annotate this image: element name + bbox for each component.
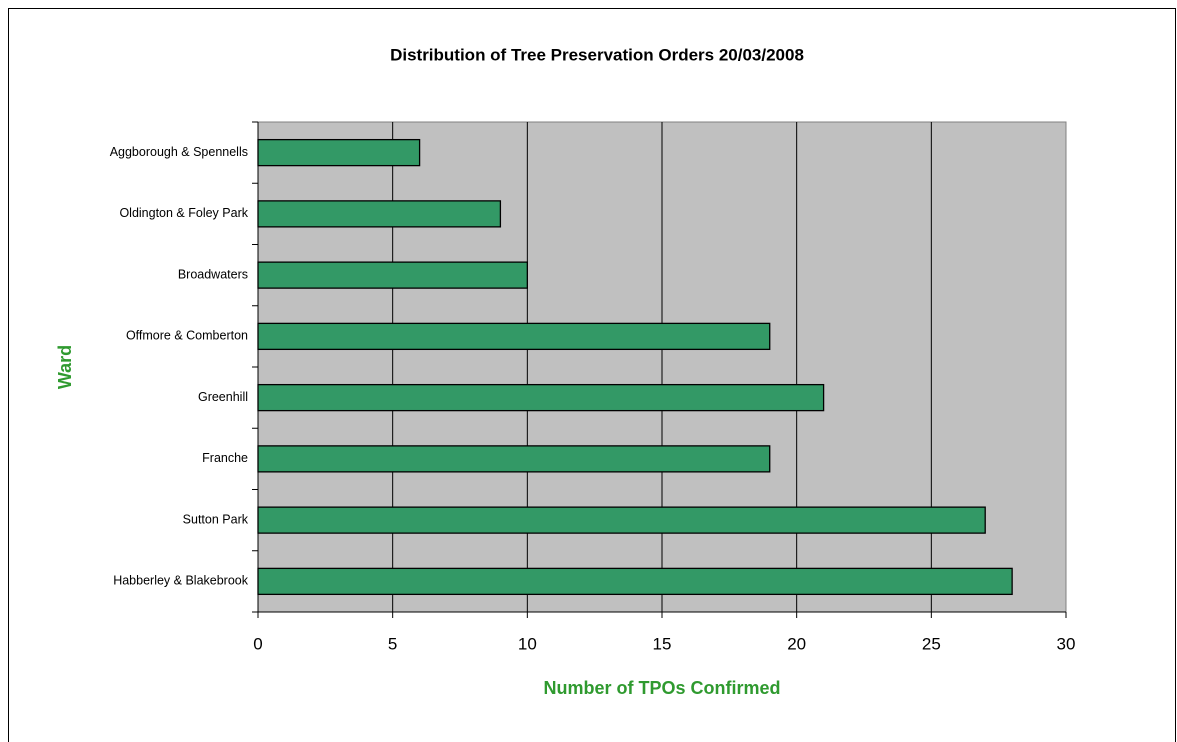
y-tick-label: Habberley & Blakebrook [113, 574, 249, 588]
y-tick-label: Sutton Park [183, 512, 249, 526]
bar [257, 506, 986, 534]
bar [257, 138, 421, 167]
x-tick-label: 20 [787, 634, 806, 653]
y-tick-label: Greenhill [198, 390, 248, 404]
x-tick-label: 10 [518, 634, 537, 653]
bar [257, 261, 528, 289]
y-tick-label: Broadwaters [178, 267, 248, 281]
chart-title: Distribution of Tree Preservation Orders… [390, 45, 804, 64]
y-axis-label: Ward [55, 345, 75, 389]
x-tick-label: 15 [653, 634, 672, 653]
x-tick-label: 5 [388, 634, 397, 653]
x-axis-label: Number of TPOs Confirmed [543, 678, 780, 698]
x-tick-label: 0 [253, 634, 262, 653]
y-tick-label: Franche [202, 451, 248, 465]
x-tick-label: 25 [922, 634, 941, 653]
bar [257, 567, 1013, 596]
bar [257, 200, 502, 228]
bar [257, 445, 771, 473]
bar [257, 322, 771, 351]
y-tick-label: Aggborough & Spennells [110, 145, 248, 159]
y-tick-label: Offmore & Comberton [126, 329, 248, 343]
bar [257, 383, 825, 412]
x-tick-label: 30 [1057, 634, 1076, 653]
y-tick-label: Oldington & Foley Park [119, 206, 248, 220]
